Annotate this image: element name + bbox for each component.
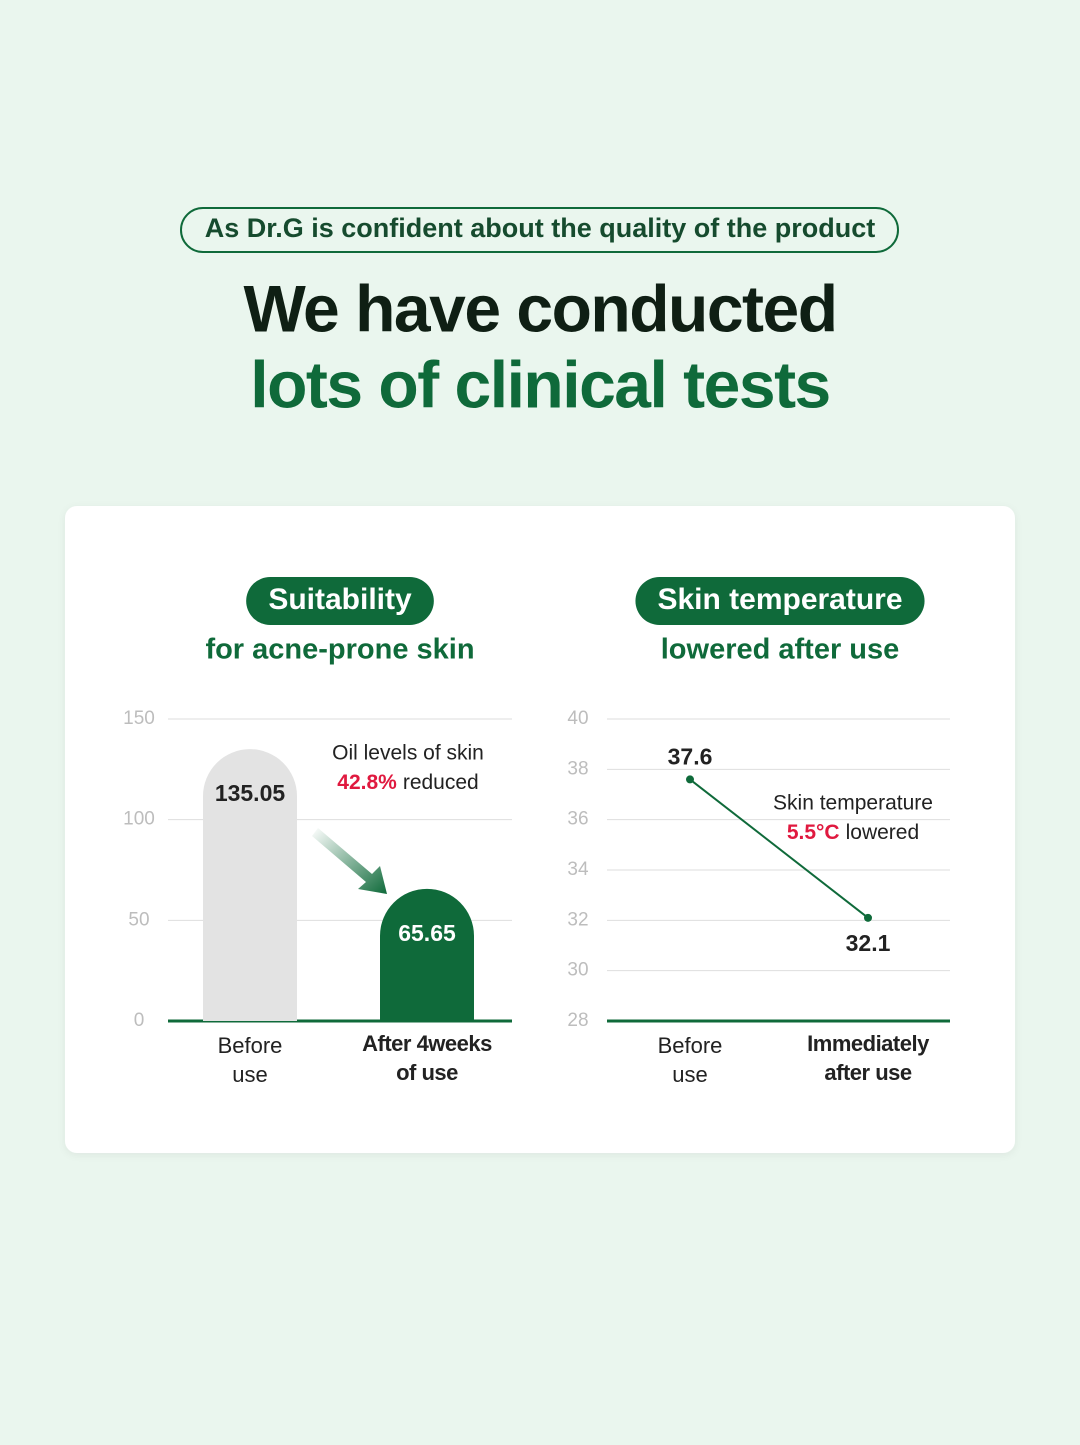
x-tick-label: use xyxy=(232,1062,267,1087)
chart-subtitle: lowered after use xyxy=(661,634,900,666)
y-tick-label: 38 xyxy=(567,758,588,779)
x-tick-label: Before xyxy=(218,1033,283,1058)
annotation: 5.5°C lowered xyxy=(787,821,919,844)
tagline-pill xyxy=(180,207,899,253)
tagline: As Dr.G is confident about the quality o… xyxy=(205,213,876,243)
card xyxy=(65,506,1015,1153)
y-tick-label: 36 xyxy=(567,809,588,830)
y-tick-label: 34 xyxy=(567,859,589,880)
x-tick-label: After 4weeks xyxy=(362,1031,492,1056)
y-tick-label: 0 xyxy=(134,1010,145,1031)
y-tick-label: 30 xyxy=(567,960,588,981)
chart-title: Skin temperature xyxy=(657,583,902,616)
point xyxy=(864,913,872,922)
y-tick-label: 150 xyxy=(123,708,155,729)
point xyxy=(686,775,694,784)
value-label: 37.6 xyxy=(668,743,713,769)
chart-title: Suitability xyxy=(268,583,412,616)
title: We have conducted xyxy=(243,271,836,345)
value-label: 135.05 xyxy=(215,780,286,806)
annotation: Oil levels of skin xyxy=(332,742,484,765)
y-tick-label: 32 xyxy=(567,909,588,930)
chart-subtitle: for acne-prone skin xyxy=(205,634,474,666)
x-tick-label: Immediately xyxy=(807,1031,930,1056)
annotation: 42.8% reduced xyxy=(337,771,478,794)
annotation-highlight: 42.8% xyxy=(337,771,397,794)
arrow xyxy=(312,828,387,894)
line xyxy=(689,778,869,919)
x-tick-label: Before xyxy=(658,1033,723,1058)
annotation-highlight: 5.5°C xyxy=(787,821,840,844)
y-tick-label: 28 xyxy=(567,1010,588,1031)
y-tick-label: 100 xyxy=(123,809,155,830)
y-tick-label: 40 xyxy=(567,708,588,729)
x-tick-label: after use xyxy=(824,1060,911,1085)
title-pill xyxy=(246,577,434,625)
y-tick-label: 50 xyxy=(128,909,149,930)
bar xyxy=(203,749,297,1021)
x-tick-label: of use xyxy=(396,1060,458,1085)
annotation-text: reduced xyxy=(403,771,479,794)
title-pill xyxy=(635,577,925,625)
value-label: 32.1 xyxy=(846,930,891,956)
value-label: 65.65 xyxy=(398,920,456,946)
annotation-text: lowered xyxy=(846,821,920,844)
title: lots of clinical tests xyxy=(250,347,830,421)
annotation: Skin temperature xyxy=(773,792,933,815)
x-tick-label: use xyxy=(672,1062,707,1087)
bar xyxy=(380,888,474,1021)
